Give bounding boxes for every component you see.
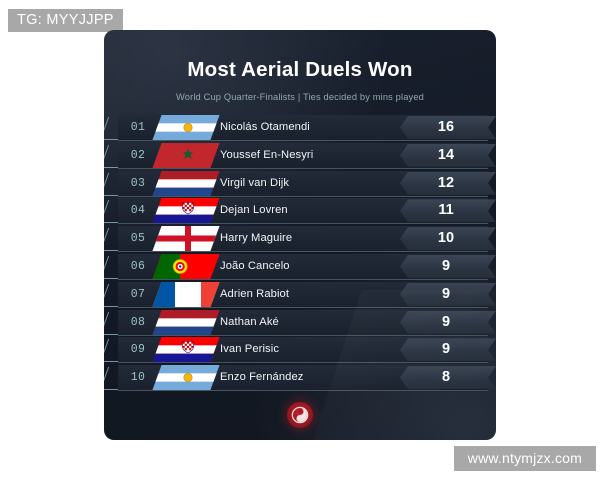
rank-number: 04 <box>130 204 146 218</box>
flag-graphic <box>152 337 220 363</box>
ranking-row: 07 Adrien Rabiot 9 <box>104 281 496 308</box>
player-name: Nathan Aké <box>220 315 279 328</box>
flag-croatia-icon <box>152 198 220 224</box>
rank-number: 09 <box>130 343 146 357</box>
player-name: Dejan Lovren <box>220 204 288 217</box>
rank-number: 05 <box>130 232 146 246</box>
flag-england-icon <box>152 226 220 252</box>
ranking-row: 06 João Cancelo 9 <box>104 253 496 280</box>
duels-won-value: 12 <box>400 172 496 195</box>
ranking-row: 04 Dejan Lovren 11 <box>104 198 496 225</box>
flag-netherlands-icon <box>152 309 220 335</box>
flag-graphic <box>152 115 220 140</box>
flag-portugal-icon <box>152 253 220 279</box>
duels-won-value: 9 <box>400 255 496 278</box>
infographic-panel: Most Aerial Duels Won World Cup Quarter-… <box>104 30 496 440</box>
flag-graphic <box>152 309 220 335</box>
duels-won-value: 9 <box>400 338 496 361</box>
player-name: Virgil van Dijk <box>220 176 290 189</box>
duels-won-value: 10 <box>400 227 496 250</box>
flag-france-icon <box>152 281 220 307</box>
ranking-row: 08 Nathan Aké 9 <box>104 309 496 336</box>
player-name: Youssef En-Nesyri <box>220 148 314 161</box>
player-name: João Cancelo <box>220 259 290 272</box>
flag-graphic <box>152 142 220 168</box>
player-name: Ivan Perisic <box>220 343 280 356</box>
flag-graphic <box>152 170 220 196</box>
ranking-row: 10 Enzo Fernández 8 <box>104 365 496 392</box>
duels-won-value: 8 <box>400 366 496 389</box>
telegram-watermark: TG: MYYJJPP <box>8 9 123 32</box>
ranking-row: 03 Virgil van Dijk 12 <box>104 170 496 197</box>
rank-number: 10 <box>130 371 146 385</box>
player-name: Adrien Rabiot <box>220 287 290 300</box>
flag-graphic <box>152 253 220 279</box>
player-name: Harry Maguire <box>220 232 293 245</box>
flag-graphic <box>152 365 220 391</box>
duels-won-value: 11 <box>400 199 496 222</box>
page-title: Most Aerial Duels Won <box>187 58 413 81</box>
flag-graphic <box>152 198 220 224</box>
url-watermark: www.ntymjzx.com <box>453 446 596 471</box>
rank-number: 01 <box>130 121 146 134</box>
flag-argentina-icon <box>152 365 220 391</box>
player-name: Nicolás Otamendi <box>220 121 310 133</box>
flag-morocco-icon <box>152 142 220 168</box>
duels-won-value: 9 <box>400 283 496 306</box>
ranking-row: 02 Youssef En-Nesyri 14 <box>104 142 496 169</box>
duels-won-value: 9 <box>400 311 496 334</box>
duels-won-value: 14 <box>400 144 496 167</box>
ranking-row: 05 Harry Maguire 10 <box>104 226 496 253</box>
rank-number: 02 <box>130 148 146 162</box>
page-subtitle: World Cup Quarter-Finalists | Ties decid… <box>176 92 424 102</box>
flag-argentina-icon <box>152 115 220 140</box>
rank-number: 03 <box>130 176 146 190</box>
flag-graphic <box>152 281 220 307</box>
swirl-logo-icon <box>287 402 313 428</box>
flag-croatia-icon <box>152 337 220 363</box>
duels-won-value: 16 <box>400 116 496 139</box>
player-name: Enzo Fernández <box>220 371 304 384</box>
ranking-list: 01 Nicolás Otamendi 16 02 Youssef En-Nesyri 1… <box>104 115 496 393</box>
flag-graphic <box>152 226 220 252</box>
flag-netherlands-icon <box>152 170 220 196</box>
rank-number: 08 <box>130 315 146 329</box>
rank-number: 07 <box>130 287 146 301</box>
rank-number: 06 <box>130 259 146 273</box>
ranking-row: 01 Nicolás Otamendi 16 <box>104 115 496 141</box>
ranking-row: 09 Ivan Perisic 9 <box>104 337 496 364</box>
